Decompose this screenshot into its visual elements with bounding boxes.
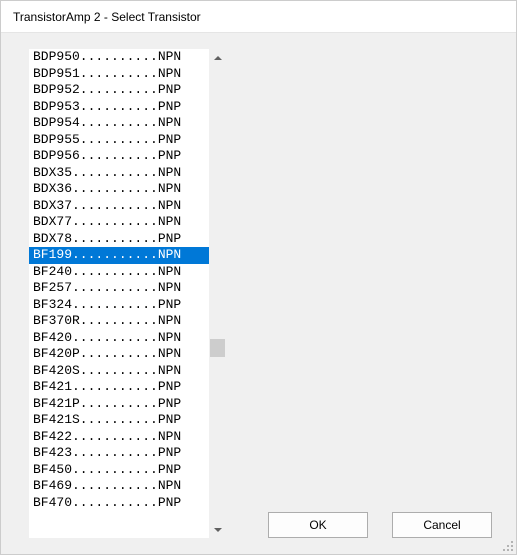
list-item[interactable]: BDP951..........NPN — [29, 66, 209, 83]
scroll-down-arrow-icon[interactable] — [209, 521, 226, 538]
list-item[interactable]: BDX35...........NPN — [29, 165, 209, 182]
list-item[interactable]: BF420P..........NPN — [29, 346, 209, 363]
list-item[interactable]: BF421S..........PNP — [29, 412, 209, 429]
cancel-button[interactable]: Cancel — [392, 512, 492, 538]
list-item[interactable]: BDP952..........PNP — [29, 82, 209, 99]
dialog-window: TransistorAmp 2 - Select Transistor BDP9… — [0, 0, 517, 555]
list-item[interactable]: BDX37...........NPN — [29, 198, 209, 215]
list-item[interactable]: BDX78...........PNP — [29, 231, 209, 248]
title-bar: TransistorAmp 2 - Select Transistor — [1, 1, 516, 33]
list-item[interactable]: BF469...........NPN — [29, 478, 209, 495]
list-item[interactable]: BF421...........PNP — [29, 379, 209, 396]
list-item[interactable]: BF199...........NPN — [29, 247, 209, 264]
list-item[interactable]: BDP956..........PNP — [29, 148, 209, 165]
window-title: TransistorAmp 2 - Select Transistor — [13, 10, 201, 24]
list-item[interactable]: BF423...........PNP — [29, 445, 209, 462]
list-item[interactable]: BF240...........NPN — [29, 264, 209, 281]
list-item[interactable]: BF420...........NPN — [29, 330, 209, 347]
scroll-thumb[interactable] — [210, 339, 225, 357]
list-wrapper: BDP950..........NPNBDP951..........NPNBD… — [29, 49, 229, 538]
list-item[interactable]: BF421P..........PNP — [29, 396, 209, 413]
list-item[interactable]: BDP950..........NPN — [29, 49, 209, 66]
list-item[interactable]: BF450...........PNP — [29, 462, 209, 479]
button-row: OK Cancel — [268, 512, 492, 538]
list-item[interactable]: BF470...........PNP — [29, 495, 209, 512]
list-item[interactable]: BDP953..........PNP — [29, 99, 209, 116]
resize-grip[interactable] — [500, 538, 514, 552]
list-item[interactable]: BDP955..........PNP — [29, 132, 209, 149]
scroll-up-arrow-icon[interactable] — [209, 49, 226, 66]
list-item[interactable]: BF324...........PNP — [29, 297, 209, 314]
list-item[interactable]: BDP954..........NPN — [29, 115, 209, 132]
content-area: BDP950..........NPNBDP951..........NPNBD… — [1, 33, 516, 554]
transistor-list[interactable]: BDP950..........NPNBDP951..........NPNBD… — [29, 49, 209, 538]
scrollbar[interactable] — [209, 49, 226, 538]
list-item[interactable]: BF370R..........NPN — [29, 313, 209, 330]
list-item[interactable]: BF422...........NPN — [29, 429, 209, 446]
ok-button[interactable]: OK — [268, 512, 368, 538]
list-item[interactable]: BF257...........NPN — [29, 280, 209, 297]
list-item[interactable]: BDX77...........NPN — [29, 214, 209, 231]
list-item[interactable]: BDX36...........NPN — [29, 181, 209, 198]
list-item[interactable]: BF420S..........NPN — [29, 363, 209, 380]
